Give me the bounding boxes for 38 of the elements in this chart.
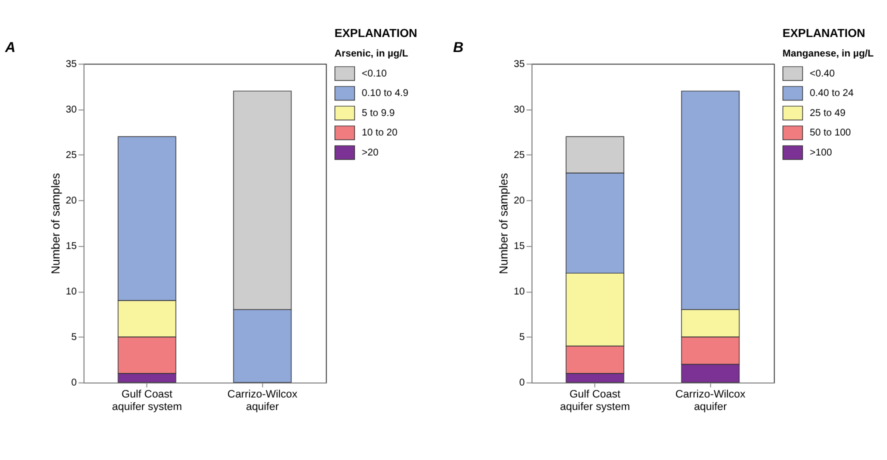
y-tick-label: 15 (514, 241, 526, 252)
x-tick-label: Carrizo-Wilcox aquifer (675, 388, 746, 413)
text: Manganese, in µg/L (782, 48, 874, 60)
y-tick-label: 20 (514, 195, 526, 206)
y-tick-label: 0 (519, 378, 526, 389)
legend-label: <0.10 (362, 68, 388, 80)
y-tick-label: 10 (66, 286, 78, 298)
y-tick-label: 5 (519, 332, 526, 344)
legend-label: >100 (810, 147, 833, 158)
y-tick-label: 25 (514, 150, 526, 161)
y-axis-title: Number of samples (49, 172, 62, 274)
y-tick-label: 25 (66, 150, 78, 161)
y-tick-label: 15 (66, 241, 78, 252)
legend-label: >20 (362, 147, 380, 158)
legend-label: 0.10 to 4.9 (362, 88, 409, 100)
y-tick-label: 35 (66, 58, 78, 70)
x-tick-label: Gulf Coast aquifer system (560, 388, 630, 413)
legend-label: 50 to 100 (810, 128, 852, 139)
legend-label: 10 to 20 (362, 128, 398, 139)
legend-label: 25 to 49 (810, 108, 846, 119)
legend-title: EXPLANATION (334, 26, 418, 40)
legend-label: <0.40 (810, 68, 836, 80)
legend-label: 5 to 9.9 (362, 108, 396, 119)
text: Arsenic, in µg/L (334, 48, 408, 60)
y-axis-title: Number of samples (497, 172, 510, 274)
x-tick-label: Carrizo-Wilcox aquifer (227, 388, 298, 413)
y-tick-label: 30 (66, 104, 78, 116)
chart-title: A (4, 40, 16, 56)
y-tick-label: 0 (71, 378, 78, 389)
legend-label: 0.40 to 24 (810, 88, 854, 100)
y-tick-label: 20 (66, 195, 78, 206)
x-tick-label: Gulf Coast aquifer system (112, 388, 182, 413)
y-tick-label: 35 (514, 58, 526, 70)
y-tick-label: 5 (71, 332, 78, 344)
y-tick-label: 30 (514, 104, 526, 116)
legend-title: EXPLANATION (782, 26, 866, 40)
chart-title: B (453, 40, 464, 56)
y-tick-label: 10 (514, 286, 526, 298)
